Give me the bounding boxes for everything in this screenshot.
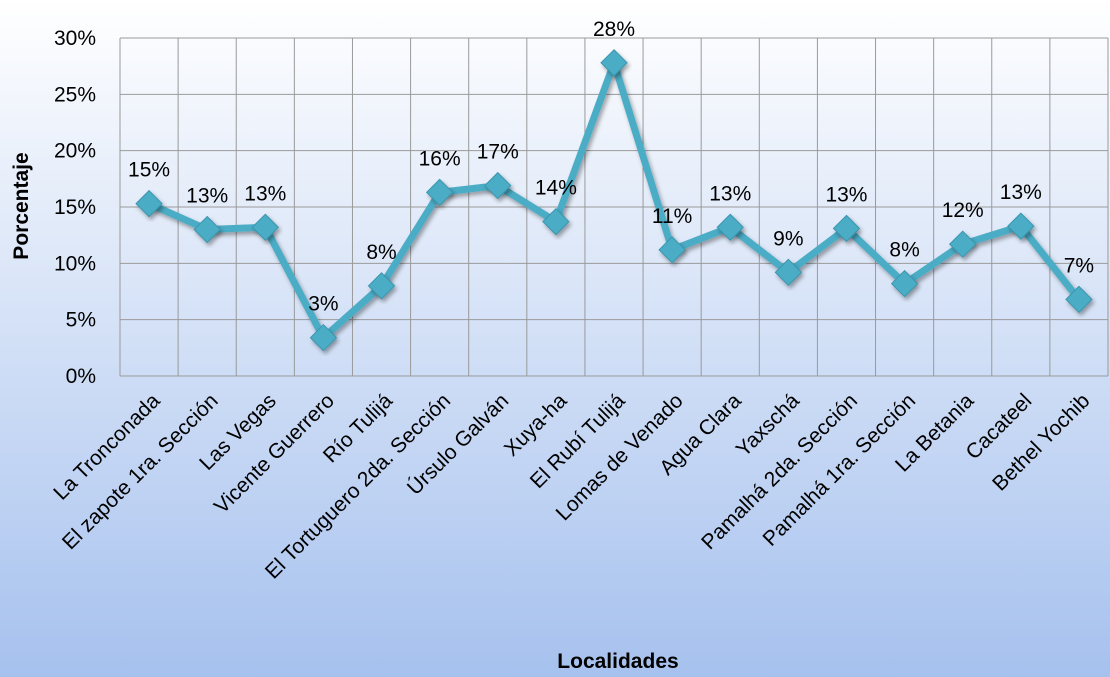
grid xyxy=(119,37,1109,377)
y-tick-label: 20% xyxy=(54,140,96,163)
data-label: 9% xyxy=(773,227,803,250)
x-axis-title: Localidades xyxy=(557,650,678,673)
data-point-marker xyxy=(309,323,338,352)
data-label: 13% xyxy=(186,185,228,208)
data-point-marker xyxy=(716,213,744,241)
data-label: 13% xyxy=(1000,181,1042,204)
data-label: 14% xyxy=(535,177,577,200)
data-labels: 15% 13% 13% 3% 8% 16% 17% 14% 28% 11% 13% 9% 13% 8% 12… xyxy=(128,18,1094,316)
data-point-marker xyxy=(658,236,686,264)
data-label: 16% xyxy=(419,147,461,170)
y-tick-label: 30% xyxy=(54,27,96,50)
y-tick-label: 0% xyxy=(66,365,96,388)
y-tick-label: 5% xyxy=(66,309,96,332)
data-label: 13% xyxy=(825,183,867,206)
data-point-marker xyxy=(774,258,803,287)
data-label: 11% xyxy=(652,205,692,228)
data-label: 17% xyxy=(477,141,519,164)
data-point-marker xyxy=(1065,285,1093,314)
data-point-marker xyxy=(1007,212,1035,240)
y-tick-label: 10% xyxy=(54,252,96,275)
y-axis-title: Porcentaje xyxy=(10,152,33,259)
data-point-marker xyxy=(251,213,280,241)
data-point-marker xyxy=(832,214,861,243)
data-point-marker xyxy=(484,171,512,200)
data-label: 8% xyxy=(889,239,919,262)
data-point-marker xyxy=(135,189,163,218)
data-label: 15% xyxy=(128,159,170,182)
data-label: 7% xyxy=(1064,254,1094,277)
data-label: 3% xyxy=(308,293,338,316)
data-label: 8% xyxy=(366,241,396,264)
data-label: 28% xyxy=(593,18,635,41)
data-point-marker xyxy=(425,178,454,207)
data-point-marker xyxy=(193,215,221,244)
data-point-marker xyxy=(948,230,977,258)
data-point-marker xyxy=(600,49,628,77)
series xyxy=(135,49,1093,352)
data-point-marker xyxy=(542,207,570,236)
data-label: 13% xyxy=(709,182,751,205)
data-point-marker xyxy=(367,272,396,300)
y-axis-ticks: 0% 5% 10% 15% 20% 25% 30% xyxy=(54,27,96,388)
y-tick-label: 15% xyxy=(54,196,96,219)
data-label: 12% xyxy=(942,199,984,222)
data-point-marker xyxy=(890,269,919,298)
data-label: 13% xyxy=(244,182,286,205)
y-tick-label: 25% xyxy=(54,83,96,106)
